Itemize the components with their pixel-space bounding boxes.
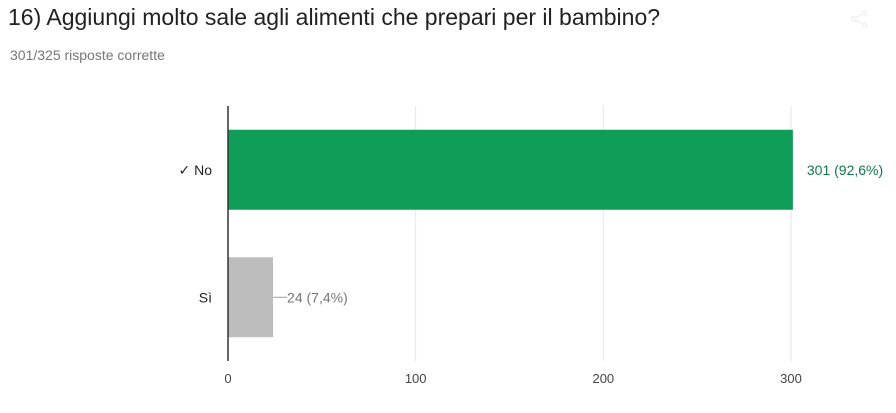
x-tick-label: 100 [405,371,427,386]
x-tick-label: 0 [224,371,231,386]
category-label: Sì [199,289,212,305]
category-label: ✓ No [178,162,212,178]
question-title: 16) Aggiungi molto sale agli alimenti ch… [8,4,661,30]
correct-answers-count: 301/325 risposte corrette [10,47,165,63]
bar [228,257,274,338]
data-label: 24 (7,4%) [287,289,348,305]
x-tick-label: 300 [780,371,802,386]
share-icon[interactable] [848,8,870,30]
data-label: 301 (92,6%) [807,162,883,178]
x-tick-label: 200 [592,371,614,386]
bar-correct [228,129,793,210]
